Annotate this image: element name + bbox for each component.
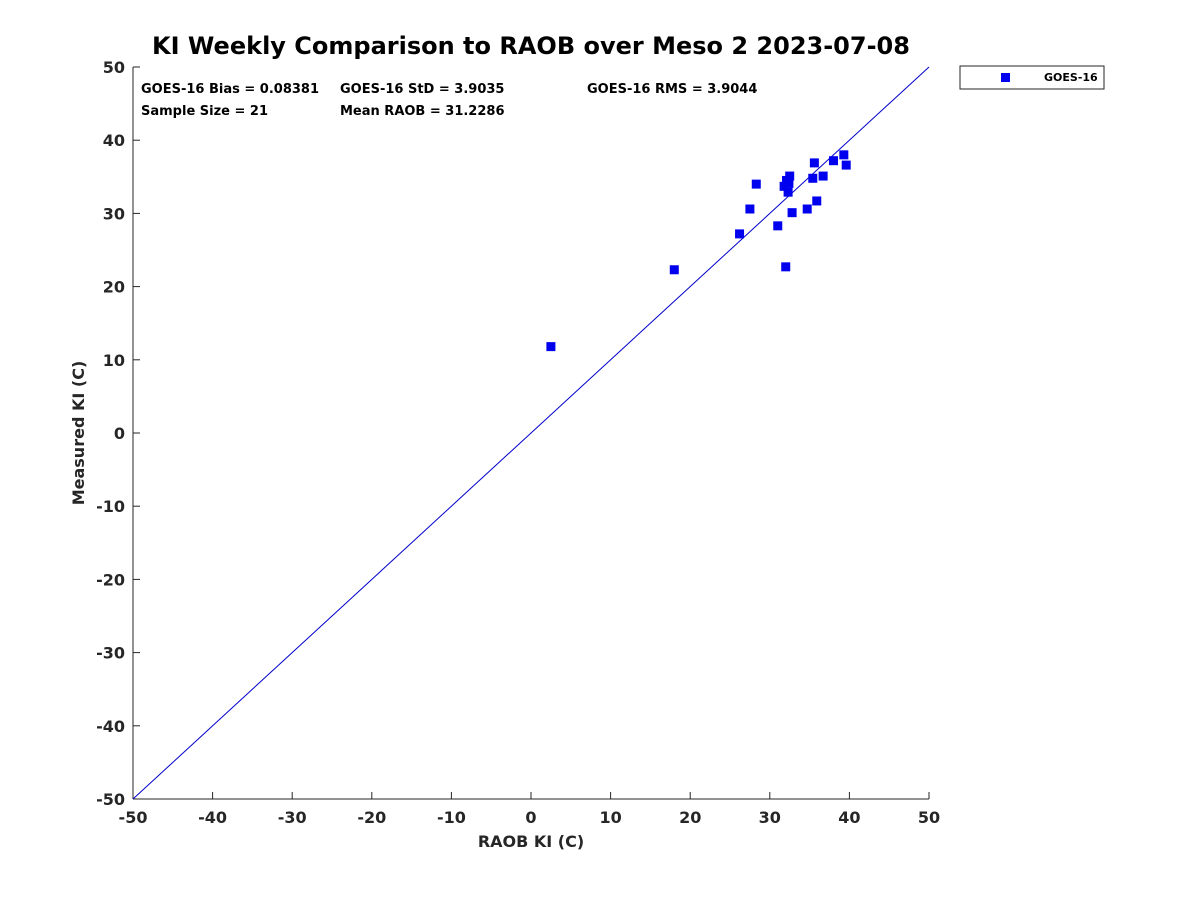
- data-point: [818, 171, 828, 181]
- x-tick-label: -50: [119, 808, 148, 827]
- y-axis-label: Measured KI (C): [69, 361, 88, 506]
- data-point: [773, 221, 783, 231]
- legend-label-goes-16: GOES-16: [1044, 71, 1098, 84]
- legend-marker-goes-16: [1001, 73, 1010, 82]
- stats-annotations: GOES-16 Bias = 0.08381 GOES-16 StD = 3.9…: [141, 82, 757, 119]
- y-tick-label: 30: [103, 204, 125, 223]
- stat-mean-raob: Mean RAOB = 31.2286: [340, 104, 505, 119]
- x-ticks: -50 -40 -30 -20 -10 0 10 20 30 40 50: [119, 792, 940, 827]
- legend-box: [959, 65, 1105, 90]
- data-point: [735, 229, 745, 239]
- data-point: [783, 187, 793, 197]
- y-ticks: -50 -40 -30 -20 -10 0 10 20 30 40 50: [96, 58, 140, 809]
- stat-std: GOES-16 StD = 3.9035: [340, 82, 504, 97]
- y-tick-label: -20: [96, 570, 125, 589]
- data-point: [841, 160, 851, 170]
- stat-bias: GOES-16 Bias = 0.08381: [141, 82, 319, 97]
- y-tick-label: -30: [96, 644, 125, 663]
- y-tick-label: 10: [103, 351, 125, 370]
- y-tick-label: -40: [96, 717, 125, 736]
- x-tick-label: 40: [838, 808, 860, 827]
- data-point: [839, 150, 849, 160]
- data-point: [751, 179, 761, 189]
- x-axis-label: RAOB KI (C): [478, 832, 584, 851]
- x-tick-label: -40: [198, 808, 227, 827]
- stat-sample-size: Sample Size = 21: [141, 104, 268, 119]
- identity-line: [132, 66, 930, 800]
- data-point: [802, 204, 812, 214]
- data-point: [745, 204, 755, 214]
- chart-title: KI Weekly Comparison to RAOB over Meso 2…: [152, 32, 910, 60]
- y-tick-label: 40: [103, 131, 125, 150]
- legend: GOES-16: [959, 65, 1105, 90]
- x-tick-label: -20: [357, 808, 386, 827]
- x-tick-label: -10: [437, 808, 466, 827]
- x-tick-label: 30: [759, 808, 781, 827]
- plot-area: -50 -40 -30 -20 -10 0 10 20 30 40 50 -50-40-30-20-…: [96, 58, 940, 827]
- data-point: [787, 208, 797, 218]
- data-point: [809, 158, 819, 168]
- data-point: [808, 173, 818, 183]
- x-tick-label: 50: [918, 808, 940, 827]
- data-point: [669, 265, 679, 275]
- data-point: [812, 196, 822, 206]
- data-point: [781, 262, 791, 272]
- data-point: [828, 156, 838, 166]
- x-tick-label: 10: [599, 808, 621, 827]
- y-tick-label: 0: [114, 424, 125, 443]
- y-tick-label: -10: [96, 497, 125, 516]
- x-tick-label: -30: [278, 808, 307, 827]
- data-point: [546, 342, 556, 352]
- x-tick-label: 0: [525, 808, 536, 827]
- data-points: [546, 150, 851, 352]
- y-tick-label: 50: [103, 58, 125, 77]
- data-point: [779, 181, 789, 191]
- data-point: [785, 171, 795, 181]
- y-tick-label: -50: [96, 790, 125, 809]
- stat-rms: GOES-16 RMS = 3.9044: [587, 82, 757, 97]
- data-point: [784, 178, 794, 188]
- y-tick-label: 20: [103, 278, 125, 297]
- x-tick-label: 20: [679, 808, 701, 827]
